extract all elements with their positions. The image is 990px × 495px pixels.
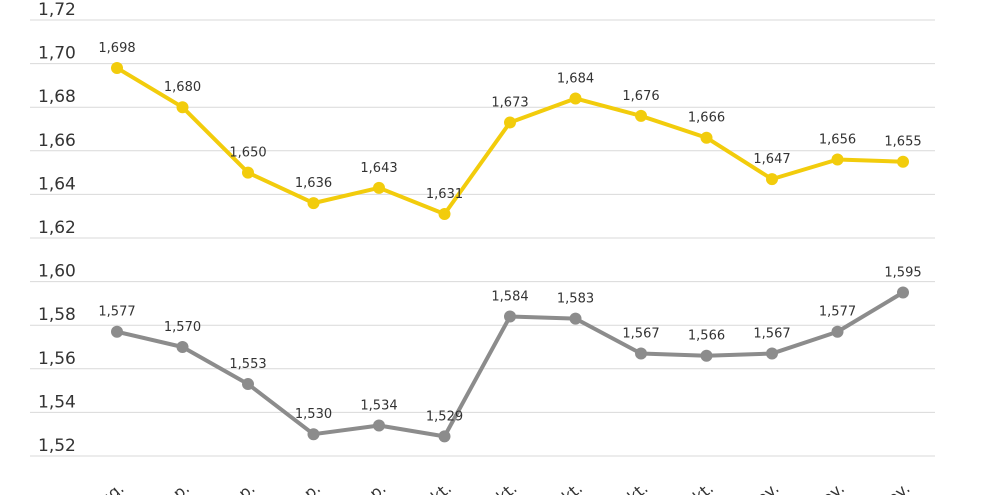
x-axis-ticks: Aug. Sep. Sep. Sep. Sep. Okt. Okt. Okt. Okt. Okt.… — [88, 479, 914, 495]
data-point — [766, 173, 778, 186]
x-tick-label: Okt. — [417, 479, 455, 495]
data-point — [438, 430, 451, 443]
data-point — [635, 109, 647, 122]
data-point — [897, 155, 909, 168]
x-tick-label: Aug. — [88, 479, 128, 495]
x-tick-label: Sep. — [154, 479, 193, 495]
data-point — [111, 61, 123, 74]
data-point — [176, 101, 189, 114]
gridlines — [30, 19, 935, 457]
data-point — [831, 325, 844, 338]
data-label: 1,655 — [884, 135, 921, 150]
series-grau: 1,577 1,570 1,553 1,530 1,534 1,529 1,584 1,583… — [98, 266, 922, 443]
y-tick-label: 1,62 — [38, 218, 76, 238]
data-point — [700, 349, 713, 362]
x-tick-label: Sep. — [285, 479, 324, 495]
data-label: 1,666 — [688, 111, 725, 126]
data-point — [307, 428, 320, 441]
data-label: 1,673 — [491, 95, 528, 110]
y-tick-label: 1,72 — [38, 0, 76, 20]
data-label: 1,676 — [622, 89, 659, 104]
data-label: 1,567 — [622, 327, 659, 342]
y-tick-label: 1,52 — [38, 436, 76, 456]
y-tick-label: 1,64 — [38, 174, 76, 194]
data-point — [176, 341, 189, 353]
data-label: 1,680 — [164, 80, 201, 95]
data-label: 1,650 — [229, 146, 266, 161]
data-label: 1,595 — [884, 266, 921, 281]
data-point — [569, 92, 582, 105]
y-axis-ticks: 1,52 1,54 1,56 1,58 1,60 1,62 1,64 1,66 1,68 1,70… — [38, 0, 76, 456]
data-point — [438, 208, 451, 221]
data-label: 1,583 — [557, 292, 594, 307]
y-tick-label: 1,70 — [38, 44, 76, 64]
data-point — [307, 197, 320, 210]
data-point — [635, 347, 647, 360]
data-point — [504, 310, 516, 323]
y-tick-label: 1,68 — [38, 87, 76, 107]
x-tick-label: Nov. — [743, 479, 782, 495]
data-point — [700, 131, 713, 144]
x-tick-label: Okt. — [483, 479, 521, 495]
series: 1,698 1,680 1,650 1,636 1,643 1,631 1,673 1,684… — [98, 41, 922, 443]
data-point — [373, 181, 385, 194]
data-point — [831, 153, 844, 166]
x-tick-label: Sep. — [350, 479, 389, 495]
data-label: 1,534 — [360, 398, 397, 413]
data-point — [569, 312, 582, 325]
x-tick-label: Nov. — [874, 479, 913, 495]
x-tick-label: Okt. — [548, 479, 586, 495]
y-tick-label: 1,56 — [38, 349, 76, 369]
data-label: 1,631 — [426, 187, 463, 202]
series-gelb: 1,698 1,680 1,650 1,636 1,643 1,631 1,673 1,684… — [98, 41, 922, 221]
data-label: 1,636 — [295, 176, 332, 191]
data-label: 1,643 — [360, 161, 397, 176]
data-label: 1,577 — [98, 305, 135, 320]
series-line — [115, 65, 905, 217]
data-point — [111, 325, 123, 338]
data-point — [766, 347, 778, 360]
data-label: 1,698 — [98, 41, 135, 56]
data-point — [504, 116, 516, 129]
x-tick-label: Nov. — [809, 479, 848, 495]
y-tick-label: 1,66 — [38, 131, 76, 151]
data-label: 1,577 — [819, 305, 856, 320]
data-label: 1,553 — [229, 357, 266, 372]
data-label: 1,584 — [491, 289, 528, 304]
x-tick-label: Sep. — [219, 479, 258, 495]
data-label: 1,684 — [557, 71, 594, 86]
data-label: 1,567 — [753, 327, 790, 342]
data-label: 1,566 — [688, 329, 725, 344]
data-label: 1,530 — [295, 407, 332, 422]
x-tick-label: Okt. — [614, 479, 652, 495]
data-label: 1,529 — [426, 409, 463, 424]
data-label: 1,570 — [164, 320, 201, 335]
data-label: 1,647 — [753, 152, 790, 167]
data-point — [242, 378, 254, 391]
data-point — [897, 286, 909, 299]
data-point — [242, 166, 254, 179]
data-label: 1,656 — [819, 133, 856, 148]
y-tick-label: 1,58 — [38, 305, 76, 325]
y-tick-label: 1,60 — [38, 262, 76, 282]
data-point — [373, 419, 385, 432]
y-tick-label: 1,54 — [38, 392, 76, 412]
x-tick-label: Okt. — [679, 479, 717, 495]
